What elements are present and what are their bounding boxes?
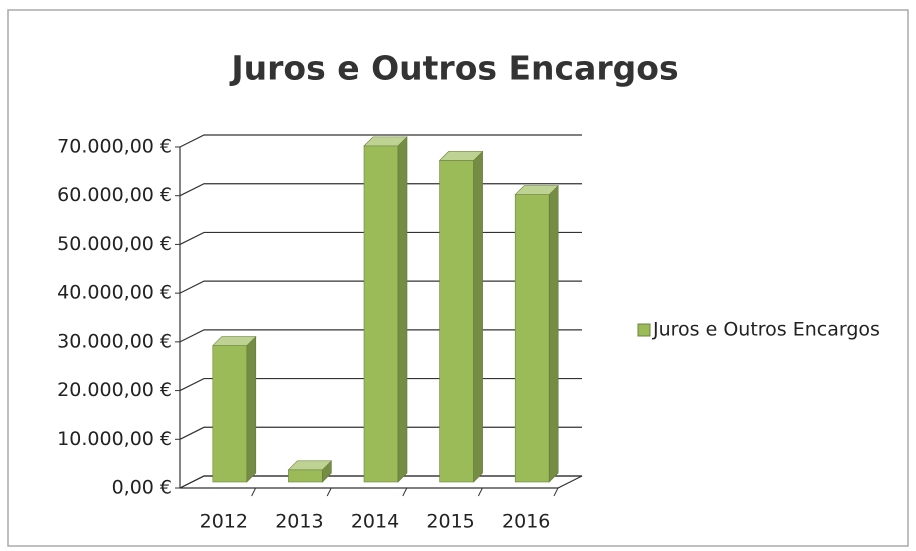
chart-title: Juros e Outros Encargos [229,49,678,88]
x-tick-label: 2016 [502,511,550,533]
x-tick-label: 2013 [275,511,323,533]
bar-top [438,151,484,161]
bar-side [246,335,257,483]
x-tick [326,487,332,497]
bar-front [212,345,248,483]
legend-swatch [637,323,651,337]
x-tick-label: 2014 [351,511,399,533]
bar-side [473,150,483,483]
legend-label: Juros e Outros Encargos [652,319,880,341]
y-tick-label: 60.000,00 € [57,184,172,206]
bar-front [363,145,399,483]
x-tick-label: 2015 [426,511,474,533]
bar-side [548,184,559,483]
grid-line [179,134,582,148]
y-tick-label: 50.000,00 € [57,233,172,255]
y-tick-label: 0,00 € [112,477,172,499]
bar-front [288,469,323,483]
bar-side [397,136,408,483]
y-tick-label: 70.000,00 € [57,136,172,158]
bar-top [363,136,408,147]
y-tick-label: 40.000,00 € [57,282,172,304]
bar-front [439,160,474,483]
bar-top [287,460,333,471]
x-tick-label: 2012 [200,511,248,533]
y-tick-label: 10.000,00 € [57,428,172,450]
x-tick [251,487,257,497]
y-tick-label: 20.000,00 € [57,379,172,401]
x-tick [477,487,483,497]
x-tick [402,487,408,497]
x-tick [553,487,559,497]
bar-front [514,194,550,483]
bar-top [514,185,559,195]
y-tick-label: 30.000,00 € [57,330,172,352]
bar-top [212,336,257,346]
